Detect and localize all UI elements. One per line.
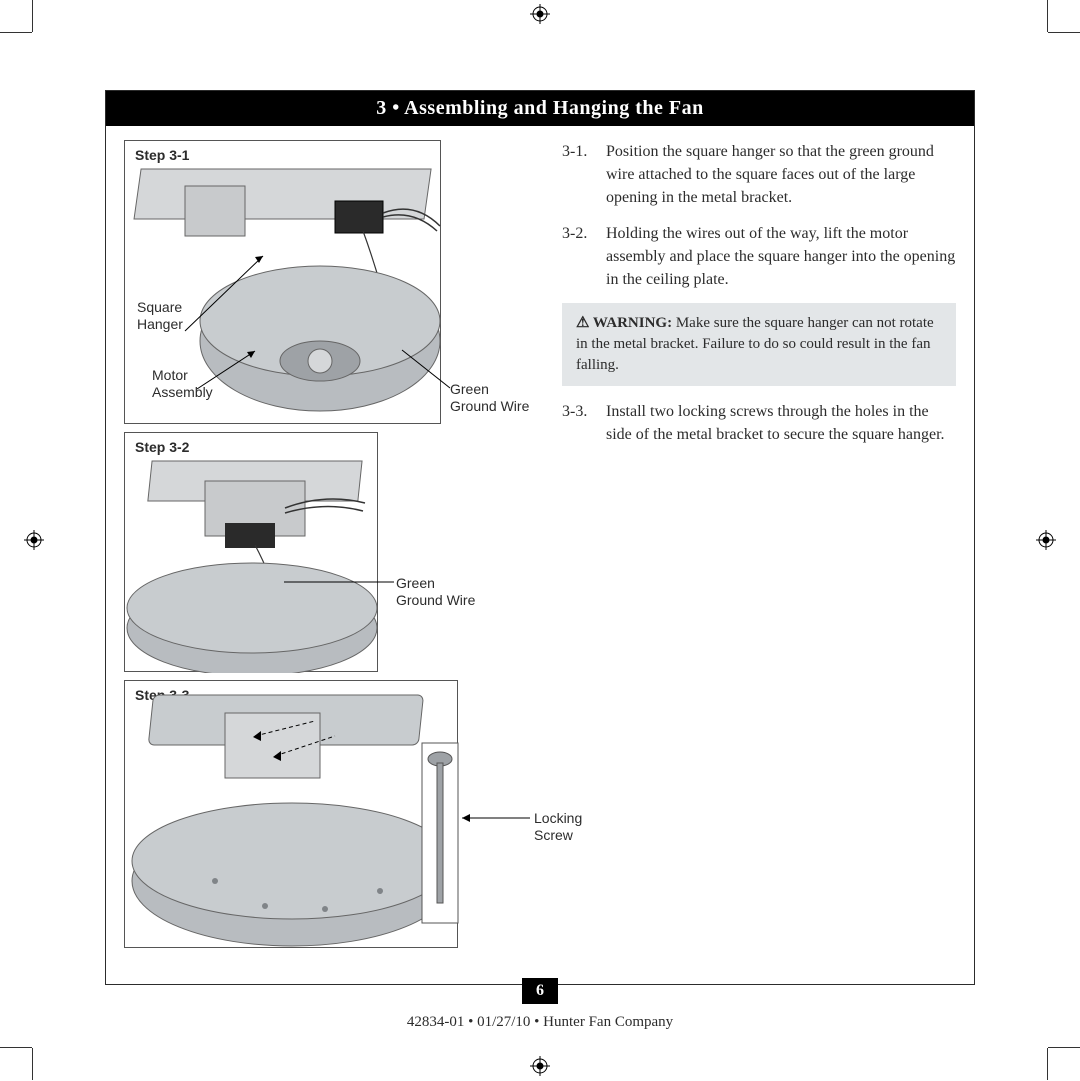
figures-column: Step 3-1 <box>124 140 542 973</box>
crop-mark <box>32 0 33 32</box>
warning-box: ⚠ WARNING: Make sure the square hanger c… <box>562 303 956 386</box>
callout-locking-screw: Locking Screw <box>534 810 582 844</box>
page-frame: 3 • Assembling and Hanging the Fan Step … <box>105 90 975 985</box>
figure-3-2: Step 3-2 <box>124 432 378 672</box>
instruction-text: Holding the wires out of the way, lift t… <box>606 222 956 292</box>
figure-3-3-illustration <box>125 681 459 949</box>
crop-mark <box>0 1047 32 1048</box>
instruction-3-2: 3-2. Holding the wires out of the way, l… <box>562 222 956 292</box>
crop-mark <box>1047 1048 1048 1080</box>
page-number: 6 <box>522 978 558 1004</box>
crop-mark <box>32 1048 33 1080</box>
instruction-number: 3-2. <box>562 222 598 292</box>
callout-green-wire-1: Green Ground Wire <box>450 381 529 415</box>
figure-3-2-illustration <box>125 433 379 673</box>
instruction-text: Position the square hanger so that the g… <box>606 140 956 210</box>
instruction-number: 3-1. <box>562 140 598 210</box>
callout-motor-assembly: Motor Assembly <box>152 367 213 401</box>
instruction-number: 3-3. <box>562 400 598 446</box>
registration-mark <box>530 4 550 24</box>
instruction-text: Install two locking screws through the h… <box>606 400 956 446</box>
registration-mark <box>1036 530 1056 550</box>
instruction-3-3: 3-3. Install two locking screws through … <box>562 400 956 446</box>
figure-3-3: Step 3-3 <box>124 680 458 948</box>
instruction-3-1: 3-1. Position the square hanger so that … <box>562 140 956 210</box>
crop-mark <box>1048 32 1080 33</box>
registration-mark <box>530 1056 550 1076</box>
crop-mark <box>1048 1047 1080 1048</box>
crop-mark <box>0 32 32 33</box>
content-area: Step 3-1 <box>106 126 974 983</box>
instructions-column: 3-1. Position the square hanger so that … <box>562 140 956 973</box>
section-title: 3 • Assembling and Hanging the Fan <box>106 91 974 126</box>
footer-text: 42834-01 • 01/27/10 • Hunter Fan Company <box>407 1014 673 1031</box>
registration-mark <box>24 530 44 550</box>
crop-mark <box>1047 0 1048 32</box>
callout-green-wire-2: Green Ground Wire <box>396 575 475 609</box>
callout-square-hanger: Square Hanger <box>137 299 183 333</box>
warning-label: ⚠ WARNING: <box>576 315 672 331</box>
